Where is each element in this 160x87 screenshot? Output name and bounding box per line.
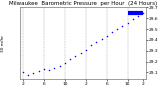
Point	[126, 22, 129, 23]
Point	[142, 12, 145, 14]
Point	[100, 38, 103, 39]
Point	[121, 25, 124, 27]
Point	[53, 67, 56, 69]
Point	[95, 41, 98, 43]
Point	[32, 73, 35, 74]
Point	[111, 32, 113, 33]
Title: Milwaukee  Barometric Pressure  per Hour  (24 Hours): Milwaukee Barometric Pressure per Hour (…	[9, 1, 157, 6]
Point	[48, 70, 50, 71]
Point	[84, 49, 87, 50]
Point	[27, 74, 29, 75]
Point	[74, 55, 77, 57]
Text: 30 m/hr: 30 m/hr	[1, 35, 5, 52]
Point	[43, 68, 45, 70]
Point	[64, 62, 66, 63]
Point	[22, 72, 24, 73]
Point	[105, 35, 108, 36]
Point	[37, 71, 40, 72]
Point	[132, 19, 134, 20]
Point	[116, 28, 119, 30]
Point	[137, 15, 140, 17]
Point	[69, 59, 71, 60]
Point	[90, 45, 92, 46]
Point	[58, 65, 61, 67]
Point	[79, 52, 82, 54]
